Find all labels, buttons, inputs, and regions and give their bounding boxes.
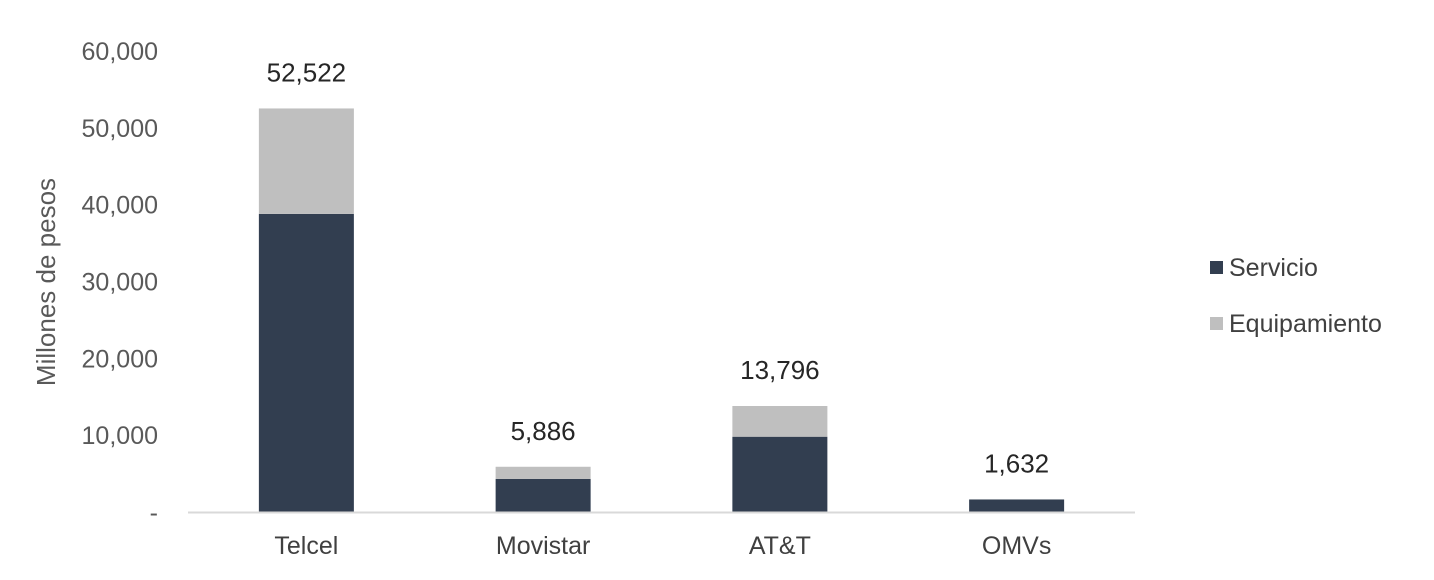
legend: Servicio Equipamiento: [1210, 254, 1382, 338]
x-tick-label: OMVs: [982, 532, 1051, 560]
y-tick-label: 10,000: [82, 422, 158, 450]
total-label: 5,886: [511, 416, 576, 446]
x-tick-label: AT&T: [749, 532, 811, 560]
y-axis-title: Millones de pesos: [31, 178, 61, 386]
y-tick-label: 30,000: [82, 269, 158, 297]
bar-segment-servicio: [969, 499, 1065, 512]
total-label: 52,522: [267, 57, 347, 87]
bar-segment-servicio: [258, 213, 354, 513]
legend-swatch-servicio: [1210, 261, 1223, 274]
bars: [258, 108, 1065, 513]
bar-segment-servicio: [732, 436, 828, 512]
y-tick-label: 20,000: [82, 345, 158, 373]
y-axis-ticks: - 10,000 20,000 30,000 40,000 50,000 60,000: [82, 38, 158, 527]
x-tick-label: Telcel: [274, 532, 338, 560]
y-tick-label: 40,000: [82, 192, 158, 220]
y-tick-label: -: [150, 499, 158, 527]
bar-segment-equipamiento: [495, 466, 591, 479]
legend-swatch-equipamiento: [1210, 317, 1223, 330]
legend-label: Servicio: [1229, 254, 1318, 282]
bar-segment-equipamiento: [732, 406, 828, 437]
total-label: 13,796: [740, 355, 820, 385]
legend-label: Equipamiento: [1229, 310, 1382, 338]
total-label: 1,632: [984, 448, 1049, 478]
y-tick-label: 50,000: [82, 115, 158, 143]
y-tick-label: 60,000: [82, 38, 158, 66]
total-labels: 52,522 5,886 13,796 1,632: [267, 57, 1050, 478]
x-axis-labels: Telcel Movistar AT&T OMVs: [274, 532, 1051, 560]
bar-segment-equipamiento: [258, 108, 354, 214]
bar-segment-servicio: [495, 478, 591, 512]
x-tick-label: Movistar: [496, 532, 590, 560]
